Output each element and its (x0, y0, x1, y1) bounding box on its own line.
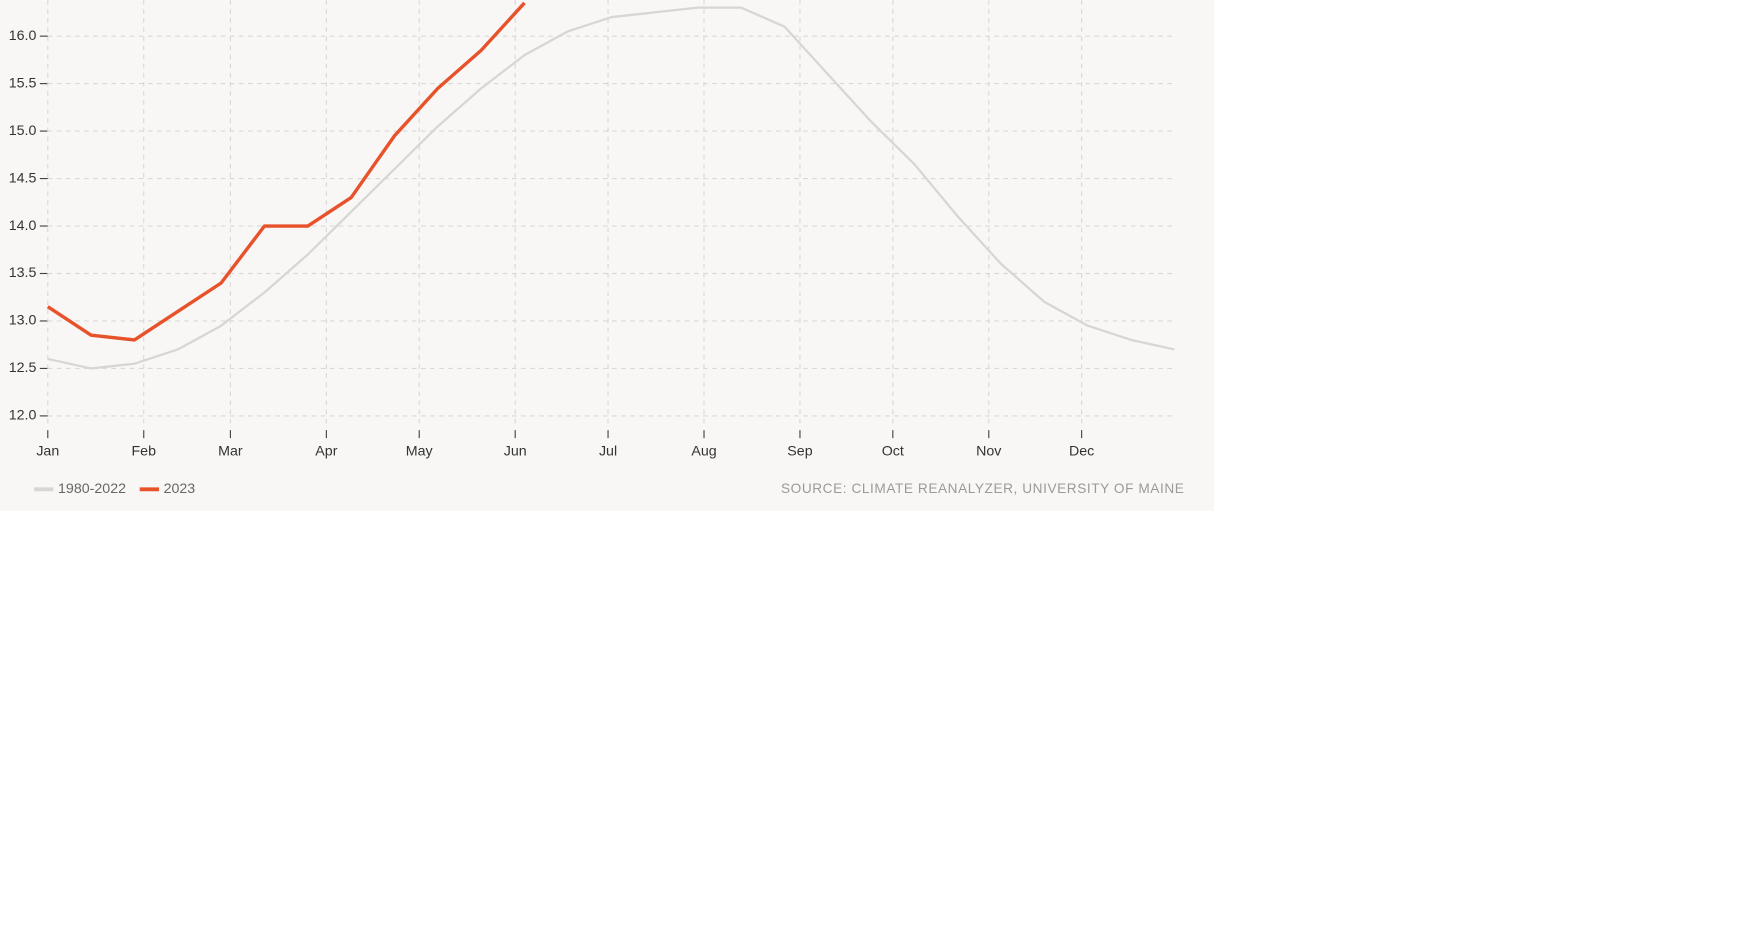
x-tick-label: Dec (1069, 444, 1094, 460)
y-tick-label: 14.5 (9, 170, 37, 186)
y-tick-label: 16.0 (9, 28, 37, 44)
y-tick-label: 12.5 (9, 360, 37, 376)
chart: SOURCE: CLIMATE REANALYZER, UNIVERSITY O… (0, 0, 1214, 511)
x-tick-label: Jan (36, 444, 59, 460)
y-tick-label: 15.0 (9, 123, 37, 139)
y-tick-label: 13.5 (9, 265, 37, 281)
chart-background (0, 0, 1214, 511)
x-tick-label: Mar (218, 444, 243, 460)
series-line (47, 6, 1175, 370)
x-tick-label: Jul (599, 444, 617, 460)
y-tick-label: 15.5 (9, 75, 37, 91)
y-tick-label: 12.0 (9, 408, 37, 424)
x-tick-label: Feb (131, 444, 156, 460)
plot-area (46, 1, 1175, 370)
series-line (46, 1, 526, 342)
y-tick-label: 14.0 (9, 218, 37, 234)
x-tick-label: Jun (504, 444, 527, 460)
x-tick-label: May (406, 444, 434, 460)
source-note: SOURCE: CLIMATE REANALYZER, UNIVERSITY O… (781, 481, 1184, 496)
x-tick-label: Aug (691, 444, 716, 460)
x-tick-label: Sep (787, 444, 812, 460)
legend-label: 2023 (164, 481, 196, 497)
x-tick-label: Apr (315, 444, 337, 460)
x-tick-label: Oct (882, 444, 904, 460)
legend-label: 1980-2022 (58, 481, 126, 497)
y-tick-label: 13.0 (9, 313, 37, 329)
x-tick-label: Nov (976, 444, 1002, 460)
